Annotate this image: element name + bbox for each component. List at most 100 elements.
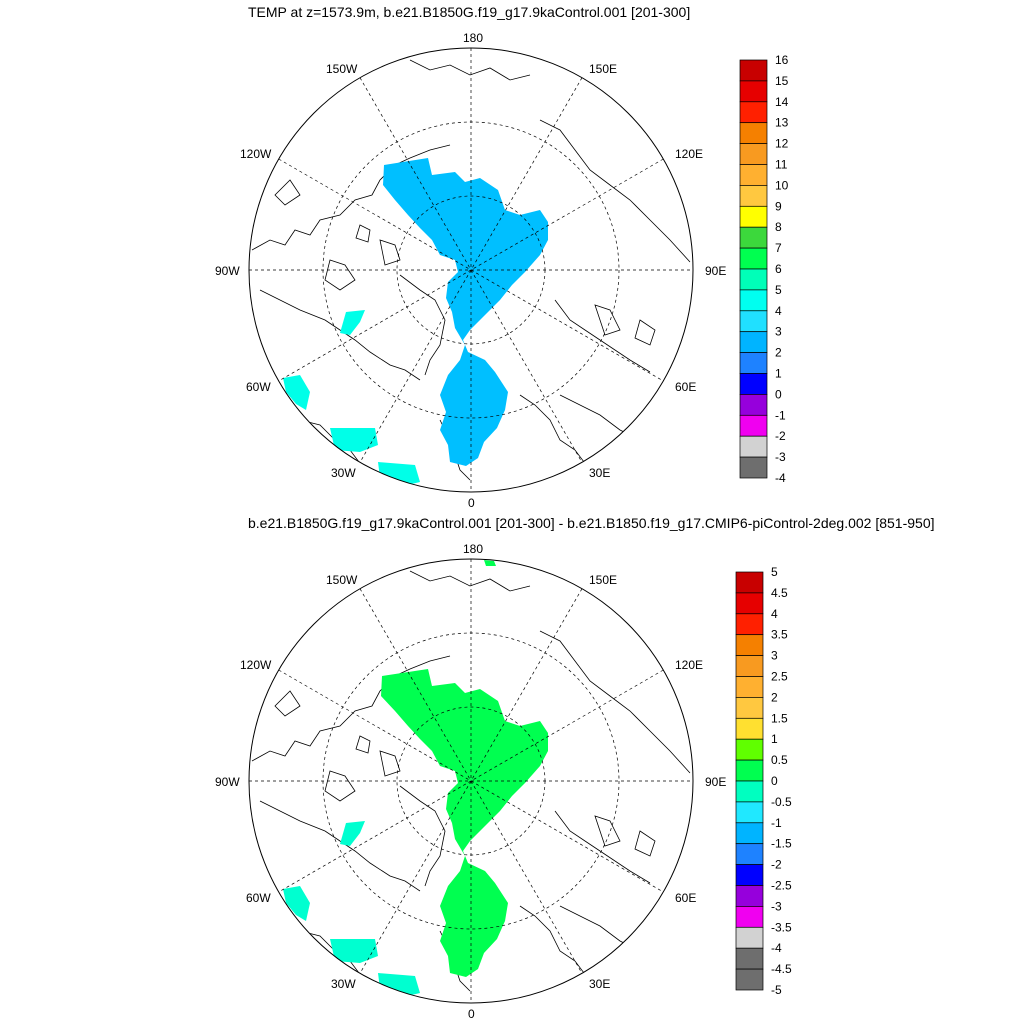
colorbar-swatch: [735, 780, 764, 803]
colorbar-swatch: [739, 414, 768, 437]
colorbar-swatch: [735, 843, 764, 865]
colorbar-label: 2: [775, 346, 782, 360]
colorbar-swatch: [735, 864, 764, 886]
panel1-title-text: TEMP at z=1573.9m, b.e21.B1850G.f19_g17.…: [248, 4, 691, 20]
lon-label-90e: 90E: [705, 775, 726, 789]
colorbar-swatch: [739, 394, 768, 416]
colorbar-label: -4: [775, 471, 786, 485]
colorbar-swatch: [739, 59, 768, 82]
colorbar-swatch: [735, 759, 764, 782]
panel2-title-text: b.e21.B1850G.f19_g17.9kaControl.001 [201…: [248, 515, 935, 531]
colorbar-label: 11: [775, 158, 788, 172]
colorbar-label: 2.5: [771, 670, 788, 684]
colorbar-label: -2.5: [771, 879, 792, 893]
colorbar-swatch: [735, 634, 764, 656]
colorbar-label: -1: [771, 816, 782, 830]
colorbar-swatch: [739, 268, 768, 291]
lon-label-180: 180: [463, 31, 483, 45]
panel2-coastlines: [251, 570, 691, 997]
panel1-fill-patches: [283, 310, 420, 488]
colorbar-swatch: [735, 906, 764, 928]
colorbar-label: 9: [775, 199, 782, 213]
colorbar-label: -3: [771, 899, 782, 913]
colorbar-swatch: [739, 331, 768, 353]
colorbar-label: 13: [775, 116, 789, 130]
colorbar-swatch: [739, 226, 768, 249]
lon-label-150w: 150W: [326, 573, 358, 587]
colorbar-label: 5: [775, 283, 782, 297]
panel2-lon-labels: 180 0 90W 90E 150W 120W 150E 120E 60W 30…: [215, 542, 726, 1021]
lon-label-150w: 150W: [326, 62, 358, 76]
colorbar-swatch: [735, 613, 764, 636]
colorbar-label: 4: [771, 607, 778, 621]
lon-label-90w: 90W: [215, 775, 240, 789]
colorbar-label: 14: [775, 95, 789, 109]
colorbar-label: 3: [771, 649, 778, 663]
panel1-map-boundary: [248, 47, 694, 493]
colorbar-label: -0.5: [771, 795, 792, 809]
colorbar-swatch: [739, 101, 768, 124]
colorbar-swatch: [739, 247, 768, 270]
colorbar-swatch: [739, 143, 768, 165]
colorbar-swatch: [739, 289, 768, 312]
colorbar-swatch: [735, 676, 764, 698]
colorbar-label: 3: [775, 325, 782, 339]
lon-label-60w: 60W: [246, 380, 271, 394]
panel2-colorbar: 5 4.5 4 3.5 3 2.5 2 1.5 1 0.5 0 -0.5 -1 -1.5 -2 -2.5 -3 -…: [735, 565, 792, 997]
colorbar-swatch: [739, 164, 768, 186]
panel1-map: 180 0 90W 90E 150W 120W 150E 120E 60W 30…: [215, 31, 726, 510]
colorbar-swatch: [735, 717, 764, 740]
colorbar-swatch: [739, 352, 768, 374]
colorbar-swatch: [735, 822, 764, 845]
colorbar-swatch: [739, 205, 768, 228]
colorbar-swatch: [739, 435, 768, 458]
lon-label-180: 180: [463, 542, 483, 556]
colorbar-swatch: [739, 456, 768, 479]
colorbar-label: 4.5: [771, 586, 788, 600]
colorbar-label: 12: [775, 137, 789, 151]
panel2-fill-arctic: [381, 669, 548, 977]
colorbar-label: 15: [775, 74, 789, 88]
lon-label-30w: 30W: [331, 466, 356, 480]
lon-label-120w: 120W: [240, 147, 272, 161]
colorbar-swatch: [735, 571, 764, 594]
colorbar-label: -3: [775, 450, 786, 464]
colorbar-label: 10: [775, 178, 789, 192]
lon-label-30w: 30W: [331, 977, 356, 991]
colorbar-swatch: [739, 373, 768, 395]
colorbar-label: -3.5: [771, 920, 792, 934]
lon-label-0: 0: [468, 1007, 475, 1021]
colorbar-label: 6: [775, 262, 782, 276]
colorbar-swatch: [735, 968, 764, 991]
colorbar-swatch: [735, 592, 764, 615]
lon-label-0: 0: [468, 496, 475, 510]
lon-label-90w: 90W: [215, 264, 240, 278]
lon-label-30e: 30E: [589, 466, 610, 480]
colorbar-label: 1.5: [771, 711, 788, 725]
panel1-lon-labels: 180 0 90W 90E 150W 120W 150E 120E 60W 30…: [215, 31, 726, 510]
lon-label-150e: 150E: [589, 573, 617, 587]
colorbar-swatch: [735, 655, 764, 677]
colorbar-swatch: [735, 801, 764, 824]
colorbar-swatch: [735, 947, 764, 970]
lon-label-30e: 30E: [589, 977, 610, 991]
lon-label-60e: 60E: [675, 380, 696, 394]
colorbar-label: 0.5: [771, 753, 788, 767]
colorbar-label: -4.5: [771, 962, 792, 976]
colorbar-label: -4: [771, 941, 782, 955]
colorbar-swatch: [735, 697, 764, 719]
colorbar-swatch: [735, 738, 764, 761]
lon-label-60e: 60E: [675, 891, 696, 905]
colorbar-swatch: [735, 885, 764, 907]
colorbar-label: 5: [771, 565, 778, 579]
colorbar-label: -1: [775, 408, 786, 422]
lon-label-90e: 90E: [705, 264, 726, 278]
colorbar-label: 2: [771, 690, 778, 704]
lon-label-120w: 120W: [240, 658, 272, 672]
colorbar-swatch: [739, 122, 768, 144]
colorbar-label: 1: [775, 367, 782, 381]
panel2-map-boundary: [248, 558, 694, 1004]
colorbar-label: 1: [771, 732, 778, 746]
lon-label-120e: 120E: [675, 147, 703, 161]
